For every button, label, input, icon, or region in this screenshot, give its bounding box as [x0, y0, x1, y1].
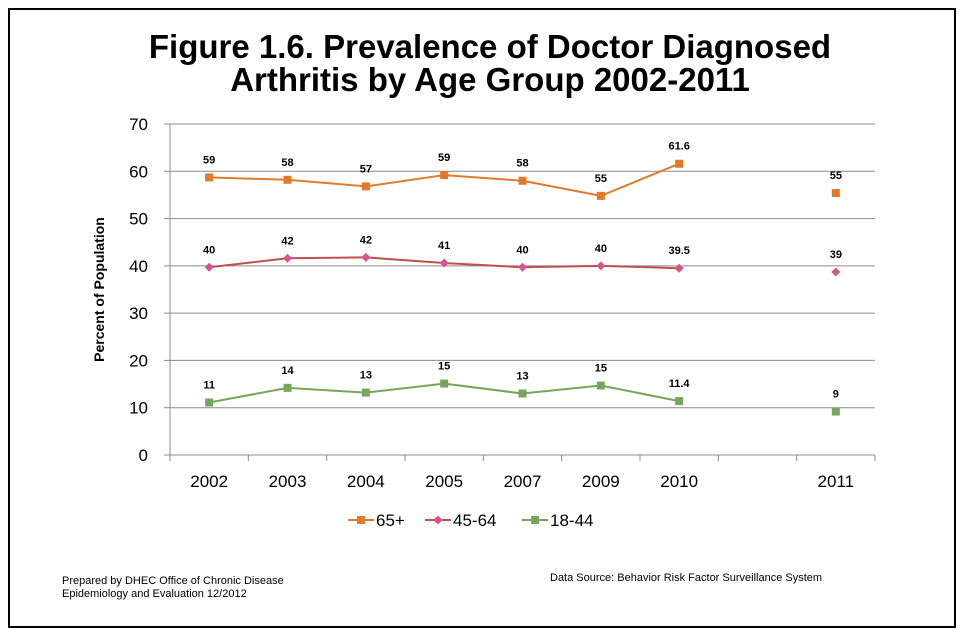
- prepared-by-note: Prepared by DHEC Office of Chronic Disea…: [62, 575, 284, 601]
- data-label-18-44: 9: [833, 388, 839, 400]
- x-tick-label: 2011: [818, 472, 855, 491]
- y-axis-label: Percent of Population: [91, 217, 107, 362]
- data-point-18-44: [518, 389, 527, 398]
- chart-title-line2: Arthritis by Age Group 2002-2011: [230, 61, 750, 98]
- y-tick-label: 40: [129, 257, 148, 276]
- data-label-65-: 58: [516, 158, 528, 170]
- y-tick-label: 10: [129, 399, 148, 418]
- y-tick-label: 30: [129, 304, 148, 323]
- y-tick-label: 20: [129, 351, 148, 370]
- data-point-45-64: [439, 258, 449, 268]
- y-tick-label: 50: [129, 210, 148, 229]
- data-label-45-64: 40: [203, 244, 215, 256]
- x-tick-label: 2002: [190, 472, 228, 491]
- prepared-by-line1: Prepared by DHEC Office of Chronic Disea…: [62, 575, 284, 587]
- data-point-65-: [831, 189, 840, 198]
- line-chart: 0 10 20 30 40 50 60 70 2002 2003 2004 2005 2007 2009 2…: [91, 115, 876, 530]
- data-point-18-44: [361, 388, 370, 397]
- data-point-65-: [361, 182, 370, 191]
- data-label-45-64: 42: [281, 235, 293, 247]
- chart-title-line1: Figure 1.6. Prevalence of Doctor Diagnos…: [148, 28, 832, 65]
- data-point-18-44: [675, 397, 684, 406]
- data-label-45-64: 42: [360, 234, 372, 246]
- data-point-45-64: [361, 252, 371, 262]
- chart-title: Figure 1.6. Prevalence of Doctor Diagnos…: [40, 30, 940, 96]
- x-tick-label: 2005: [425, 472, 463, 491]
- data-label-18-44: 13: [360, 370, 372, 382]
- data-point-18-44: [831, 407, 840, 416]
- x-tick-label: 2009: [582, 472, 620, 491]
- legend-marker-45-64: [433, 515, 443, 525]
- data-label-65-: 55: [830, 170, 842, 182]
- legend-marker-65-: [357, 516, 365, 524]
- data-label-45-64: 39: [830, 249, 842, 261]
- data-label-45-64: 41: [438, 240, 450, 252]
- data-point-45-64: [204, 262, 214, 272]
- data-label-18-44: 15: [595, 362, 607, 374]
- y-tick-label: 70: [129, 115, 148, 134]
- data-point-45-64: [596, 261, 606, 271]
- x-tick-label: 2007: [504, 472, 542, 491]
- data-point-65-: [518, 176, 527, 185]
- data-label-65-: 59: [438, 152, 450, 164]
- legend-label-65-: 65+: [376, 511, 405, 530]
- legend-label-18-44: 18-44: [550, 511, 593, 530]
- data-point-65-: [596, 191, 605, 200]
- legend-marker-18-44: [531, 516, 539, 524]
- data-point-18-44: [596, 381, 605, 390]
- data-point-18-44: [440, 379, 449, 388]
- data-label-18-44: 11: [203, 380, 215, 392]
- data-point-65-: [205, 173, 214, 182]
- data-label-18-44: 15: [438, 361, 450, 373]
- data-point-65-: [283, 175, 292, 184]
- x-tick-label: 2004: [347, 472, 385, 491]
- data-label-65-: 58: [281, 157, 293, 169]
- series-line-65-: [209, 162, 680, 197]
- data-label-18-44: 14: [281, 365, 294, 377]
- data-label-18-44: 11.4: [669, 378, 691, 390]
- data-label-18-44: 13: [516, 371, 528, 383]
- data-point-45-64: [283, 253, 292, 263]
- data-point-65-: [440, 171, 449, 180]
- data-label-45-64: 40: [595, 243, 607, 255]
- data-point-45-64: [518, 262, 527, 272]
- prepared-by-line2: Epidemiology and Evaluation 12/2012: [62, 588, 247, 600]
- data-label-45-64: 40: [516, 244, 528, 256]
- data-point-45-64: [831, 267, 841, 277]
- data-point-18-44: [205, 398, 214, 407]
- data-point-65-: [675, 159, 684, 168]
- data-source-note: Data Source: Behavior Risk Factor Survei…: [550, 572, 823, 584]
- y-tick-label: 0: [139, 446, 148, 465]
- y-tick-label: 60: [129, 162, 148, 181]
- data-label-65-: 59: [203, 154, 215, 166]
- x-tick-label: 2003: [269, 472, 307, 491]
- data-label-65-: 55: [595, 173, 607, 185]
- data-label-45-64: 39.5: [668, 245, 689, 257]
- x-tick-label: 2010: [660, 472, 698, 491]
- data-label-65-: 61.6: [668, 141, 689, 153]
- data-point-18-44: [283, 383, 292, 392]
- data-label-65-: 57: [360, 163, 372, 175]
- data-point-45-64: [674, 263, 684, 273]
- legend-label-45-64: 45-64: [453, 511, 496, 530]
